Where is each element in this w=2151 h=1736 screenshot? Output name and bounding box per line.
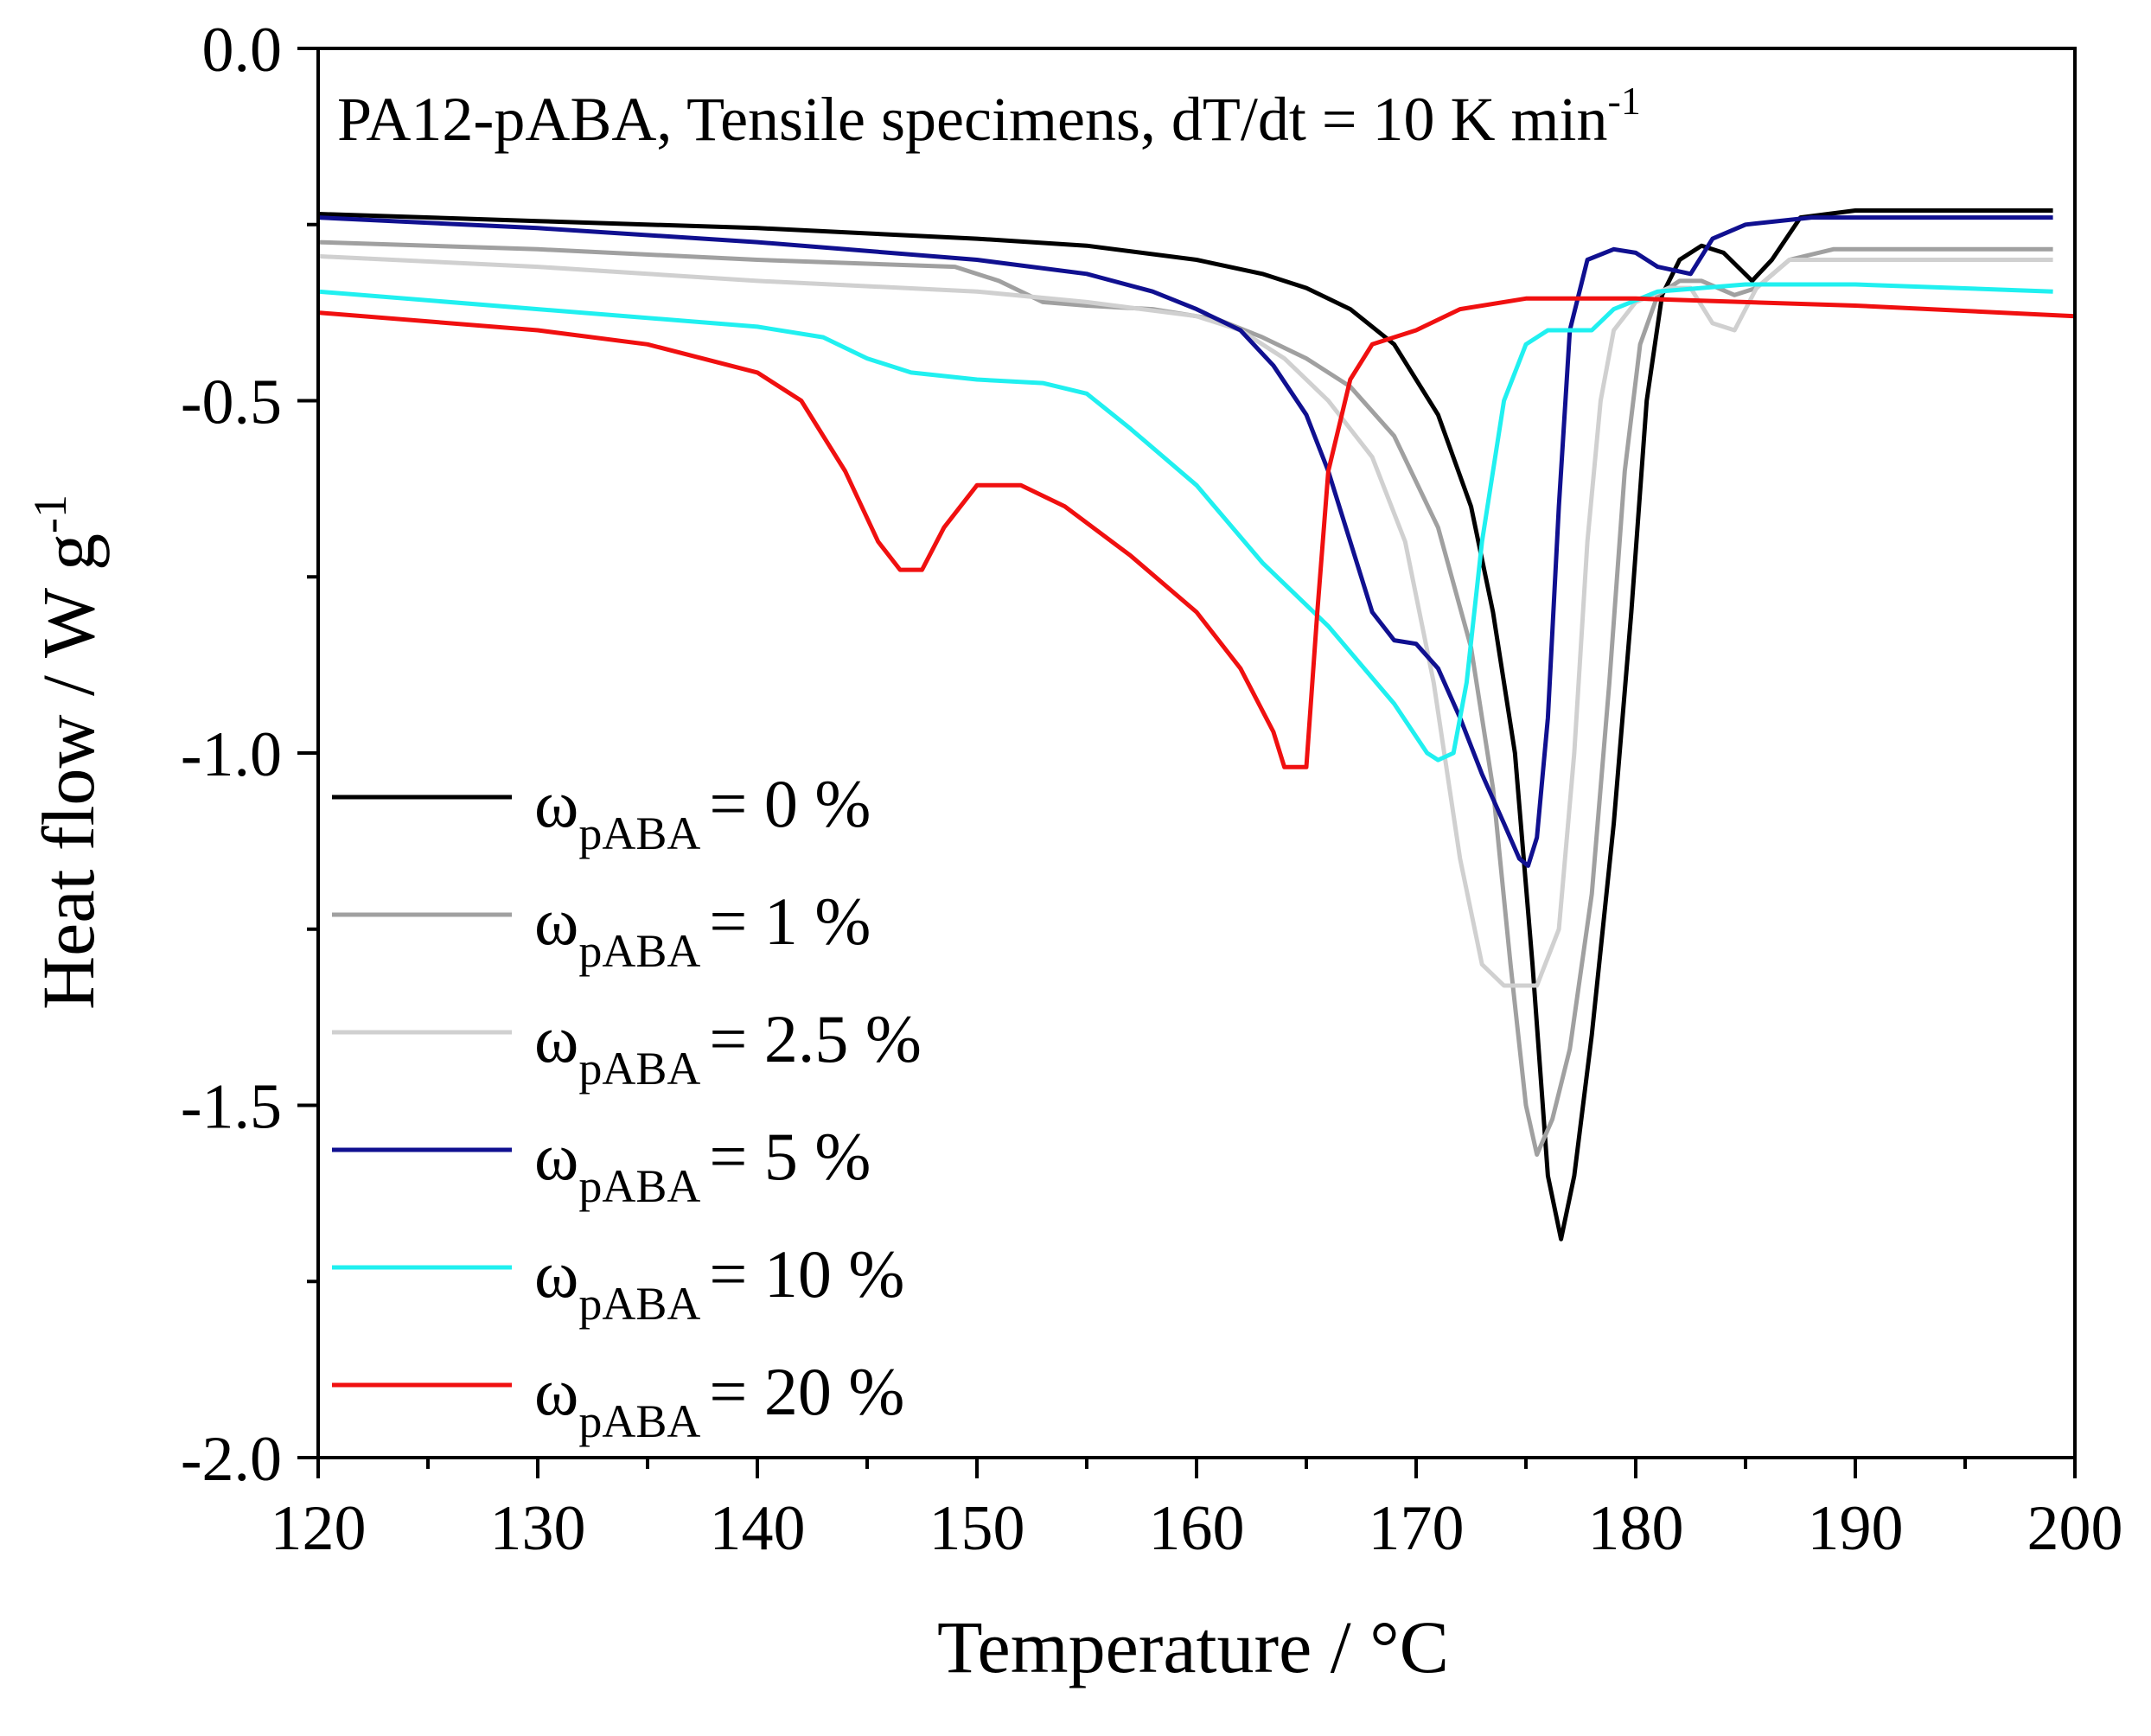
chart-title-text: PA12-pABA, Tensile specimens, dT/dt = 10… [337,85,1608,154]
legend-subscript: pABA [578,1043,700,1095]
legend-value: = 2.5 % [709,1001,921,1076]
x-axis-title: Temperature / °C [937,1605,1449,1688]
legend-subscript: pABA [578,1160,700,1212]
y-tick-label: -1.0 [181,719,282,790]
legend-entry-0: ωpABA = 0 % [534,766,871,859]
series-line-2 [317,253,2053,988]
legend-entry-3: ωpABA = 5 % [534,1119,871,1212]
x-tick-label: 170 [1369,1493,1465,1564]
legend-value: = 0 % [709,766,871,841]
y-axis-title-superscript: -1 [24,495,76,533]
legend-entry-2: ωpABA = 2.5 % [534,1001,922,1095]
y-tick-label: -0.5 [181,367,282,438]
legend-symbol: ω [534,1119,578,1194]
x-tick-label: 160 [1149,1493,1245,1564]
legend-value: = 1 % [709,884,871,959]
y-tick-label: -1.5 [181,1072,282,1143]
legend-value: = 5 % [709,1119,871,1194]
legend-subscript: pABA [578,807,700,859]
x-tick-label: 130 [490,1493,586,1564]
x-tick-label: 120 [271,1493,367,1564]
y-axis-title: Heat flow / W g-1 [24,495,110,1010]
x-tick-label: 140 [710,1493,806,1564]
legend-value: = 10 % [709,1236,904,1312]
x-tick-label: 200 [2027,1493,2123,1564]
legend-symbol: ω [534,884,578,959]
legend-entry-4: ωpABA = 10 % [534,1236,904,1330]
series-line-1 [317,239,2053,1157]
x-tick-label: 190 [1808,1493,1904,1564]
legend-subscript: pABA [578,1278,700,1330]
x-axis: 120 130 140 150 160 170 180 190 200 [271,1458,2123,1564]
chart-title-superscript: -1 [1608,79,1641,123]
series-line-0 [317,208,2053,1241]
x-tick-label: 150 [929,1493,1025,1564]
series-layer [317,208,2076,1241]
x-tick-label: 180 [1588,1493,1684,1564]
legend: ωpABA = 0 %ωpABA = 1 %ωpABA = 2.5 %ωpABA = 5… [332,766,922,1447]
legend-value: = 20 % [709,1354,904,1429]
y-axis-title-text: Heat flow / W g [27,533,110,1010]
y-tick-label: -2.0 [181,1424,282,1495]
series-line-5 [317,296,2076,769]
legend-symbol: ω [534,1236,578,1312]
legend-symbol: ω [534,1001,578,1076]
legend-subscript: pABA [578,1395,700,1447]
legend-symbol: ω [534,766,578,841]
y-tick-label: 0.0 [202,15,283,86]
series-line-4 [317,282,2053,763]
series-line-3 [317,215,2053,868]
legend-entry-1: ωpABA = 1 % [534,884,871,977]
legend-entry-5: ωpABA = 20 % [534,1354,904,1447]
legend-symbol: ω [534,1354,578,1429]
legend-subscript: pABA [578,925,700,977]
y-axis: 0.0 -0.5 -1.0 -1.5 -2.0 [181,15,318,1495]
chart-title: PA12-pABA, Tensile specimens, dT/dt = 10… [337,79,1641,154]
